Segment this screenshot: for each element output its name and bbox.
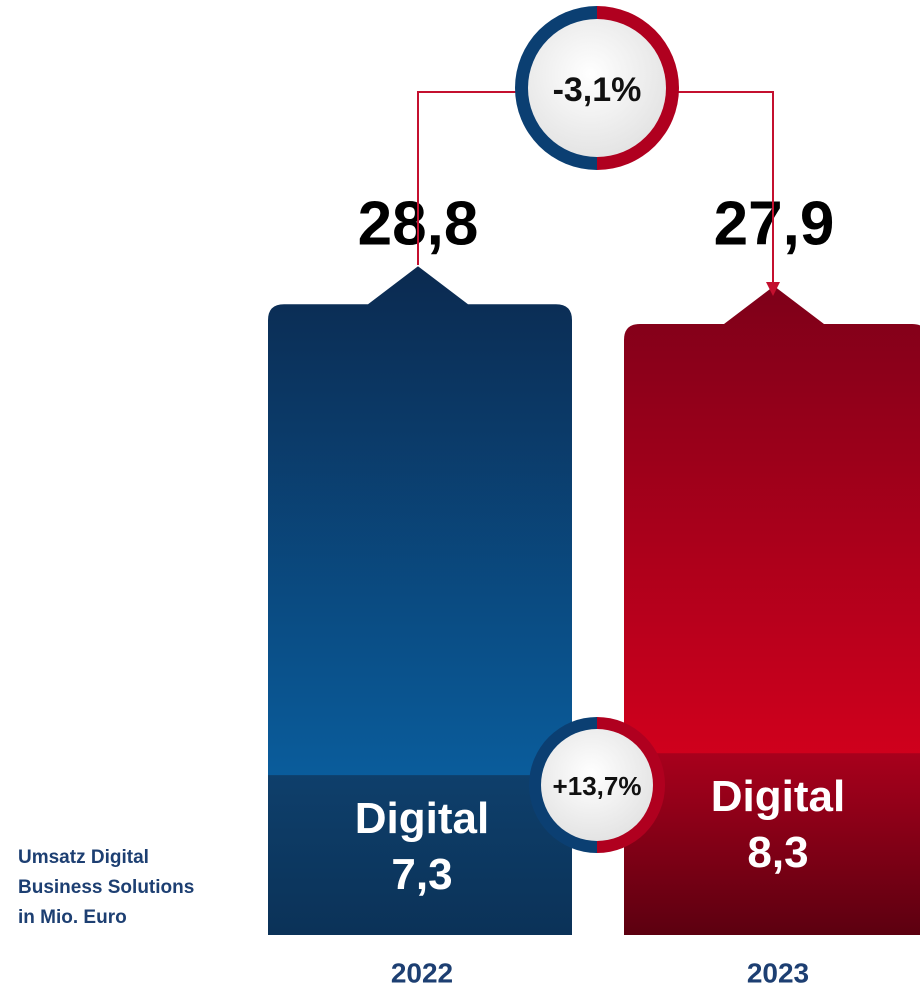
digital-change: +13,7% <box>553 771 642 801</box>
note-line: Business Solutions <box>18 877 194 898</box>
digital-change-disc <box>541 729 653 841</box>
digital-name: Digital <box>355 794 489 843</box>
digital-value: 8,3 <box>747 828 808 877</box>
digital-value: 7,3 <box>391 850 452 899</box>
note-line: Umsatz Digital <box>18 847 149 868</box>
bar <box>268 266 572 935</box>
bracket-left <box>417 91 520 265</box>
digital-bar <box>268 775 572 935</box>
bracket-right <box>676 91 774 284</box>
total-change: -3,1% <box>553 71 642 109</box>
change-disc <box>528 19 666 157</box>
x-tick-label: 2023 <box>747 957 809 988</box>
digital-name: Digital <box>711 772 845 821</box>
arrow-head <box>766 282 780 296</box>
digital-bar <box>624 753 920 935</box>
note-line: in Mio. Euro <box>18 907 127 928</box>
x-tick-label: 2022 <box>391 957 453 988</box>
